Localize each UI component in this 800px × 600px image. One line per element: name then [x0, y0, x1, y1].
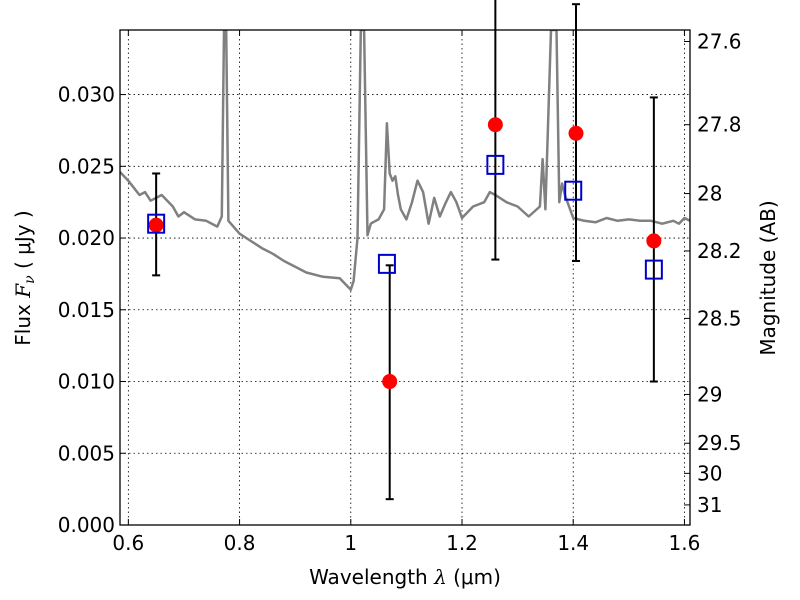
y2-tick-label: 30 [697, 461, 722, 485]
y-tick-label: 0.000 [58, 513, 115, 537]
marker-layer [147, 0, 663, 501]
grid-lines [120, 30, 690, 525]
y2-tick-label: 27.6 [697, 29, 742, 53]
model-band-point [147, 213, 166, 234]
x-tick-label: 0.6 [112, 531, 144, 555]
y2-tick-label: 27.8 [697, 113, 742, 137]
y2-axis-label: Magnitude (AB) [756, 200, 780, 355]
y-tick-label: 0.030 [58, 83, 115, 107]
observed-point [646, 233, 662, 249]
y-tick-label: 0.015 [58, 298, 115, 322]
observed-point [382, 374, 398, 390]
model-band-point [486, 154, 505, 175]
x-tick-label: 0.8 [224, 531, 256, 555]
y2-tick-label: 28.5 [697, 306, 742, 330]
y-tick-label: 0.020 [58, 226, 115, 250]
y2-tick-label: 31 [697, 493, 722, 517]
y2-tick-label: 29 [697, 382, 722, 406]
y2-tick-label: 29.5 [697, 431, 742, 455]
x-tick-label: 1.2 [446, 531, 478, 555]
y-axis-label: Flux Fν ( μJy ) [11, 210, 38, 345]
x-tick-label: 1.4 [557, 531, 589, 555]
x-tick-label: 1.6 [669, 531, 701, 555]
y2-tick-label: 28.2 [697, 239, 742, 263]
observed-point [148, 217, 164, 233]
ticks: 0.6 0.8 1 1.2 1.4 1.6 0.000 0.005 0.010 0.015 0.02… [58, 29, 742, 555]
observed-point [487, 117, 503, 133]
y2-tick-label: 28 [697, 182, 722, 206]
observed-point [568, 125, 584, 141]
model-band-point [377, 253, 396, 274]
y-tick-label: 0.010 [58, 370, 115, 394]
y-tick-label: 0.025 [58, 154, 115, 178]
model-band-point [564, 180, 583, 201]
series-layer [120, 30, 690, 291]
x-axis-label: Wavelength λ (μm) [309, 565, 501, 589]
y-tick-label: 0.005 [58, 441, 115, 465]
model-spectrum-line [120, 30, 690, 291]
model-band-point [644, 259, 663, 280]
plot-frame [119, 29, 691, 526]
x-tick-label: 1 [344, 531, 357, 555]
